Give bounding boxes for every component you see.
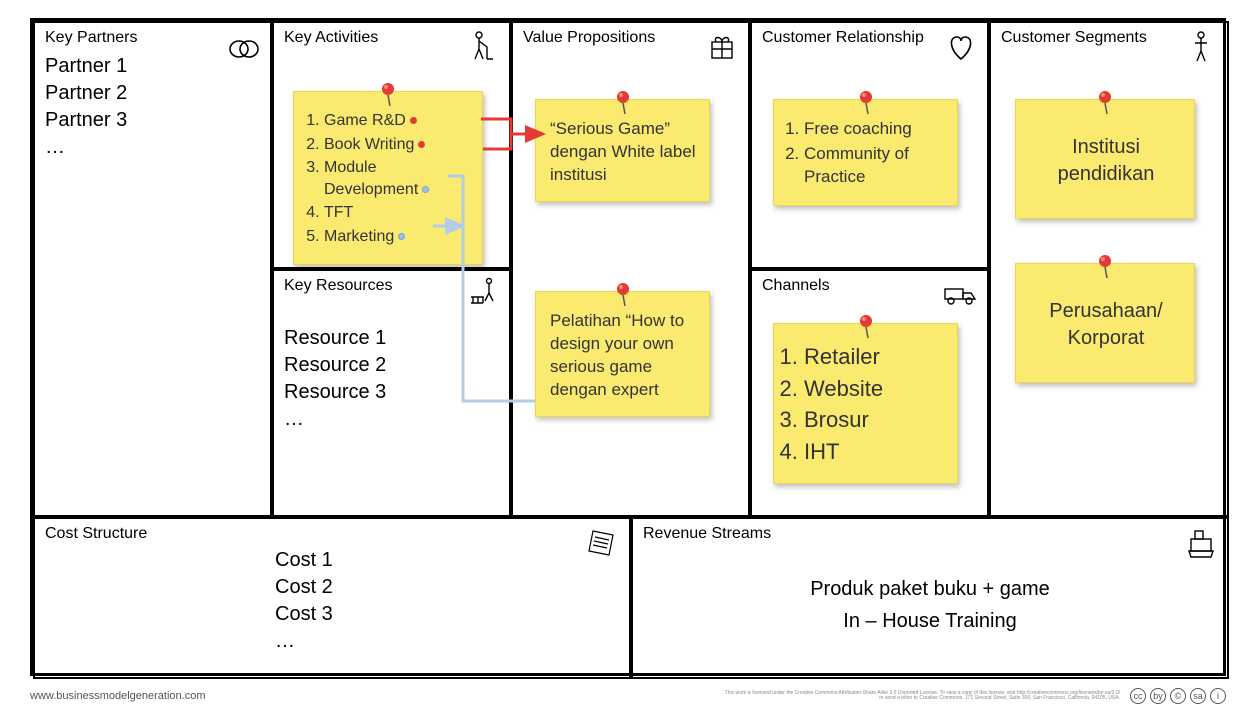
list-item: Resource 1 xyxy=(284,325,499,352)
list-item: Cost 3 xyxy=(275,601,619,628)
cc-badges: cc by © sa i xyxy=(1130,688,1226,704)
title-revenue-streams: Revenue Streams xyxy=(643,525,1217,543)
heart-icon xyxy=(941,27,981,67)
list-item: Partner 3 xyxy=(45,107,260,134)
key-resources-list: Resource 1 Resource 2 Resource 3 … xyxy=(284,325,499,433)
list-item: Brosur xyxy=(804,405,945,435)
channels-list: Retailer Website Brosur IHT xyxy=(804,342,945,467)
list-item: Cost 1 xyxy=(275,547,619,574)
sticky-customer-segment-2: Perusahaan/Korporat xyxy=(1015,263,1195,383)
cell-key-partners: Key Partners Partner 1 Partner 2 Partner… xyxy=(33,21,272,517)
pushpin-icon xyxy=(614,282,632,300)
pallet-icon xyxy=(463,275,503,315)
list-item: … xyxy=(45,134,260,161)
list-item: Retailer xyxy=(804,342,945,372)
bmc-frame: Key Partners Partner 1 Partner 2 Partner… xyxy=(30,18,1226,676)
rings-icon xyxy=(224,27,264,67)
dot-icon xyxy=(410,117,417,124)
list-item: IHT xyxy=(804,437,945,467)
pushpin-icon xyxy=(614,90,632,108)
truck-icon xyxy=(941,275,981,315)
list-item: … xyxy=(284,406,499,433)
footer: www.businessmodelgeneration.com This wor… xyxy=(30,685,1226,707)
list-item: Cost 2 xyxy=(275,574,619,601)
sticky-value-prop-1: “Serious Game” dengan White label instit… xyxy=(535,99,710,202)
sticky-channels: Retailer Website Brosur IHT xyxy=(773,323,958,484)
cash-register-icon xyxy=(1181,523,1221,563)
pushpin-icon xyxy=(379,82,397,100)
dot-icon xyxy=(418,141,425,148)
list-item: Community of Practice xyxy=(804,143,945,189)
cost-structure-list: Cost 1 Cost 2 Cost 3 … xyxy=(275,547,619,655)
cc-badge: by xyxy=(1150,688,1166,704)
key-activities-list: Game R&D Book Writing Module Development… xyxy=(324,110,470,248)
cc-badge: i xyxy=(1210,688,1226,704)
sticky-text: Pelatihan “How to design your own seriou… xyxy=(550,310,697,402)
worker-icon xyxy=(463,27,503,67)
key-partners-list: Partner 1 Partner 2 Partner 3 … xyxy=(45,53,260,161)
list-item: Website xyxy=(804,374,945,404)
list-item: … xyxy=(275,628,619,655)
revenue-line: In – House Training xyxy=(643,605,1217,637)
revenue-line: Produk paket buku + game xyxy=(643,573,1217,605)
dot-icon xyxy=(398,233,405,240)
cc-badge: cc xyxy=(1130,688,1146,704)
title-cost-structure: Cost Structure xyxy=(45,525,619,543)
cell-key-resources: Key Resources Resource 1 Resource 2 Reso… xyxy=(272,269,511,517)
footer-fineprint: This work is licensed under the Creative… xyxy=(720,691,1120,702)
pushpin-icon xyxy=(857,314,875,332)
list-item: Marketing xyxy=(324,226,470,248)
list-item: Book Writing xyxy=(324,134,470,156)
revenue-streams-body: Produk paket buku + game In – House Trai… xyxy=(643,573,1217,637)
list-item: Resource 2 xyxy=(284,352,499,379)
sticky-key-activities: Game R&D Book Writing Module Development… xyxy=(293,91,483,265)
pushpin-icon xyxy=(1096,254,1114,272)
list-item: Free coaching xyxy=(804,118,945,141)
sticky-customer-segment-1: Institusi pendidikan xyxy=(1015,99,1195,219)
pushpin-icon xyxy=(1096,90,1114,108)
gift-icon xyxy=(702,27,742,67)
list-item: Module Development xyxy=(324,157,470,200)
sticky-text: Perusahaan/Korporat xyxy=(1049,298,1162,352)
list-item: Game R&D xyxy=(324,110,470,132)
person-icon xyxy=(1181,27,1221,67)
list-item: Resource 3 xyxy=(284,379,499,406)
cc-badge: © xyxy=(1170,688,1186,704)
cc-badge: sa xyxy=(1190,688,1206,704)
pushpin-icon xyxy=(857,90,875,108)
sticky-customer-relationship: Free coaching Community of Practice xyxy=(773,99,958,206)
dot-icon xyxy=(422,186,429,193)
cell-cost-structure: Cost Structure Cost 1 Cost 2 Cost 3 … xyxy=(33,517,631,679)
sticky-value-prop-2: Pelatihan “How to design your own seriou… xyxy=(535,291,710,417)
list-item: TFT xyxy=(324,202,470,224)
sticky-text: Institusi pendidikan xyxy=(1030,134,1182,188)
cell-revenue-streams: Revenue Streams Produk paket buku + game… xyxy=(631,517,1229,679)
receipt-icon xyxy=(583,523,623,563)
list-item: Partner 2 xyxy=(45,80,260,107)
customer-relationship-list: Free coaching Community of Practice xyxy=(804,118,945,189)
sticky-text: “Serious Game” dengan White label instit… xyxy=(550,118,697,187)
footer-url: www.businessmodelgeneration.com xyxy=(30,690,205,702)
